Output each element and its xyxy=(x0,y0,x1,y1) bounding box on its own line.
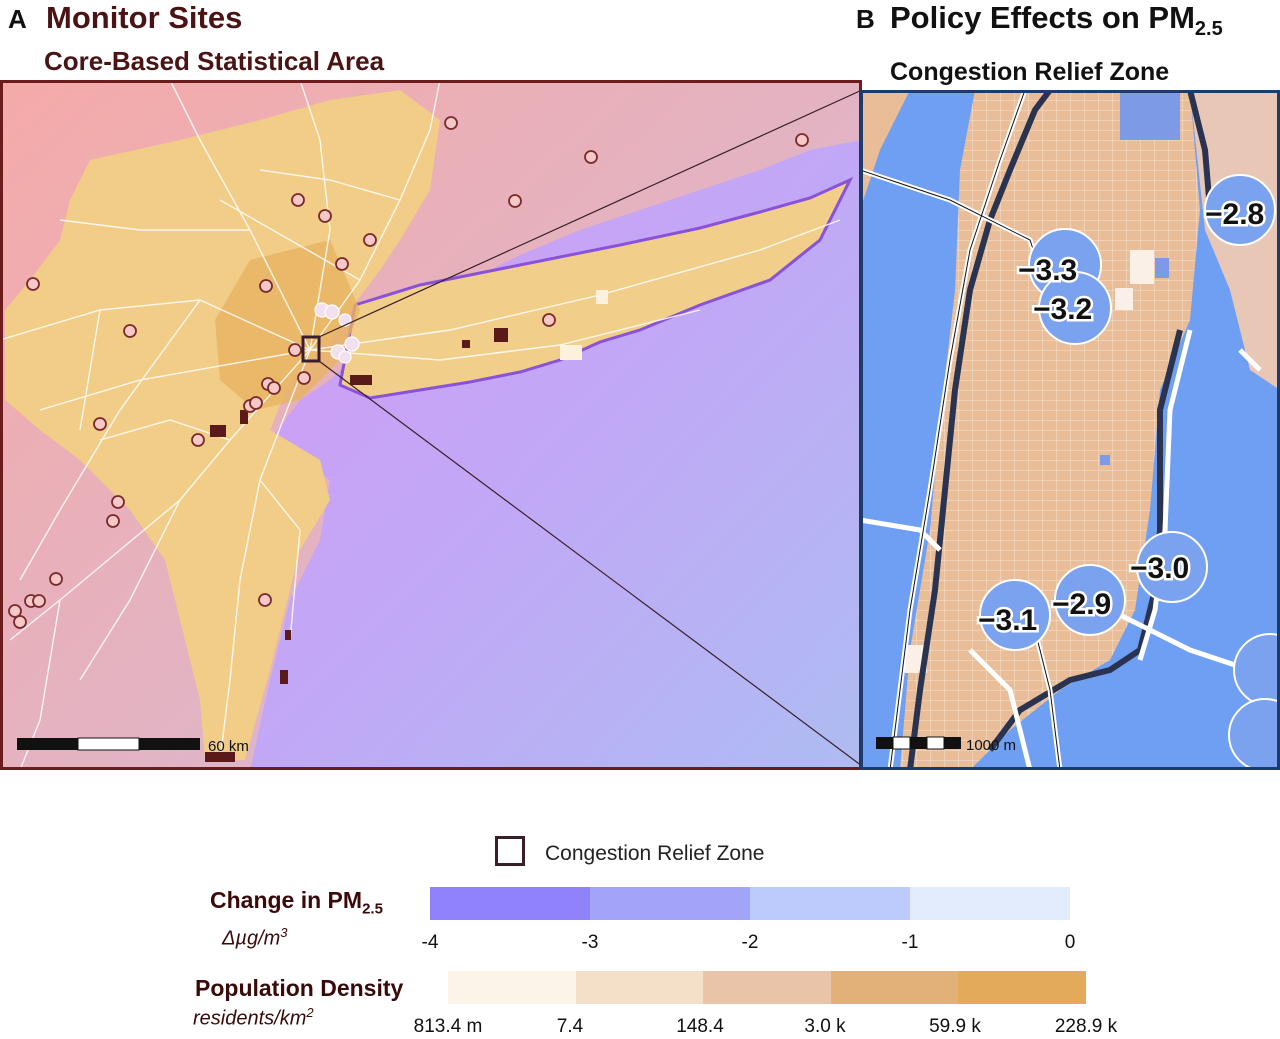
pm-legend-unit: Δµg/m3 xyxy=(222,925,288,950)
pop-bin-2 xyxy=(575,971,704,1004)
pop-tick-2: 7.4 xyxy=(556,1016,584,1037)
scale-bar-b xyxy=(876,736,961,750)
panel-a-map xyxy=(0,80,862,770)
crz-boundary-north xyxy=(1050,90,1213,211)
pop-tick-4: 3.0 k xyxy=(804,1016,846,1037)
pop-tick-3: 148.4 xyxy=(676,1016,724,1037)
crz-box xyxy=(301,335,321,363)
pm-legend-title: Change in PM2.5 xyxy=(210,887,383,918)
crz-legend-swatch xyxy=(495,836,525,866)
site-value-5: −2.9 xyxy=(1052,588,1111,621)
panel-b-border xyxy=(860,90,1280,770)
pm-color-bar xyxy=(430,887,1070,920)
pop-tick-5: 59.9 k xyxy=(929,1016,981,1037)
scale-label-a: 60 km xyxy=(208,738,249,755)
pop-bin-3 xyxy=(703,971,831,1004)
policy-sites xyxy=(979,174,1280,770)
dense-monitor-cluster xyxy=(314,302,360,364)
pop-color-bar xyxy=(448,971,1086,1004)
panel-a-title: Monitor Sites xyxy=(46,0,243,35)
site-value-1: −2.8 xyxy=(1205,198,1264,231)
scale-label-b: 1000 m xyxy=(966,737,1017,754)
pop-legend-title: Population Density xyxy=(195,975,404,1001)
pop-bin-1 xyxy=(448,971,576,1004)
pm-tick-1: -4 xyxy=(421,932,439,953)
panel-a-letter: A xyxy=(8,4,27,34)
pop-legend-unit: residents/km2 xyxy=(193,1005,314,1030)
crz-boundary-east xyxy=(987,329,1183,752)
blue-blocks xyxy=(1100,90,1180,465)
zoom-line-bottom xyxy=(318,360,862,767)
crz-boundary-west xyxy=(907,90,1053,770)
zoom-line-top xyxy=(318,89,862,338)
panel-b-subtitle: Congestion Relief Zone xyxy=(890,58,1170,86)
light-blocks xyxy=(905,250,1154,673)
light-patches xyxy=(560,290,608,360)
pm-tick-2: -3 xyxy=(581,932,599,953)
panel-b-letter: B xyxy=(856,4,875,34)
panel-a-subtitle: Core-Based Statistical Area xyxy=(44,46,385,76)
pm-tick-4: -1 xyxy=(901,932,919,953)
site-value-2: −3.3 xyxy=(1018,254,1077,287)
pm-bin-4 xyxy=(910,887,1070,920)
panel-b-title: Policy Effects on PM2.5 xyxy=(890,0,1223,41)
pop-tick-6: 228.9 k xyxy=(1054,1016,1118,1037)
pm-tick-5: 0 xyxy=(1064,932,1076,953)
pop-bin-4 xyxy=(830,971,959,1004)
pm-bin-2 xyxy=(590,887,750,920)
urban-core xyxy=(215,240,360,410)
panel-b-map: −2.8 −3.3 −3.2 −3.0 −2.9 −3.1 xyxy=(860,90,1280,770)
pm-bin-3 xyxy=(750,887,910,920)
pop-tick-1: 813.4 m xyxy=(413,1016,483,1037)
scale-bar-a xyxy=(17,737,200,751)
monitor-sites xyxy=(8,116,809,629)
road-network xyxy=(0,80,841,770)
site-value-6: −3.1 xyxy=(978,604,1037,637)
pm-bin-1 xyxy=(430,887,590,920)
pop-bin-5 xyxy=(958,971,1086,1004)
urban-patches xyxy=(205,328,508,762)
site-value-4: −3.0 xyxy=(1130,552,1189,585)
west-land xyxy=(860,90,910,210)
pm-tick-3: -2 xyxy=(741,932,759,953)
crz-legend-label: Congestion Relief Zone xyxy=(545,842,765,865)
site-value-3: −3.2 xyxy=(1033,293,1092,326)
